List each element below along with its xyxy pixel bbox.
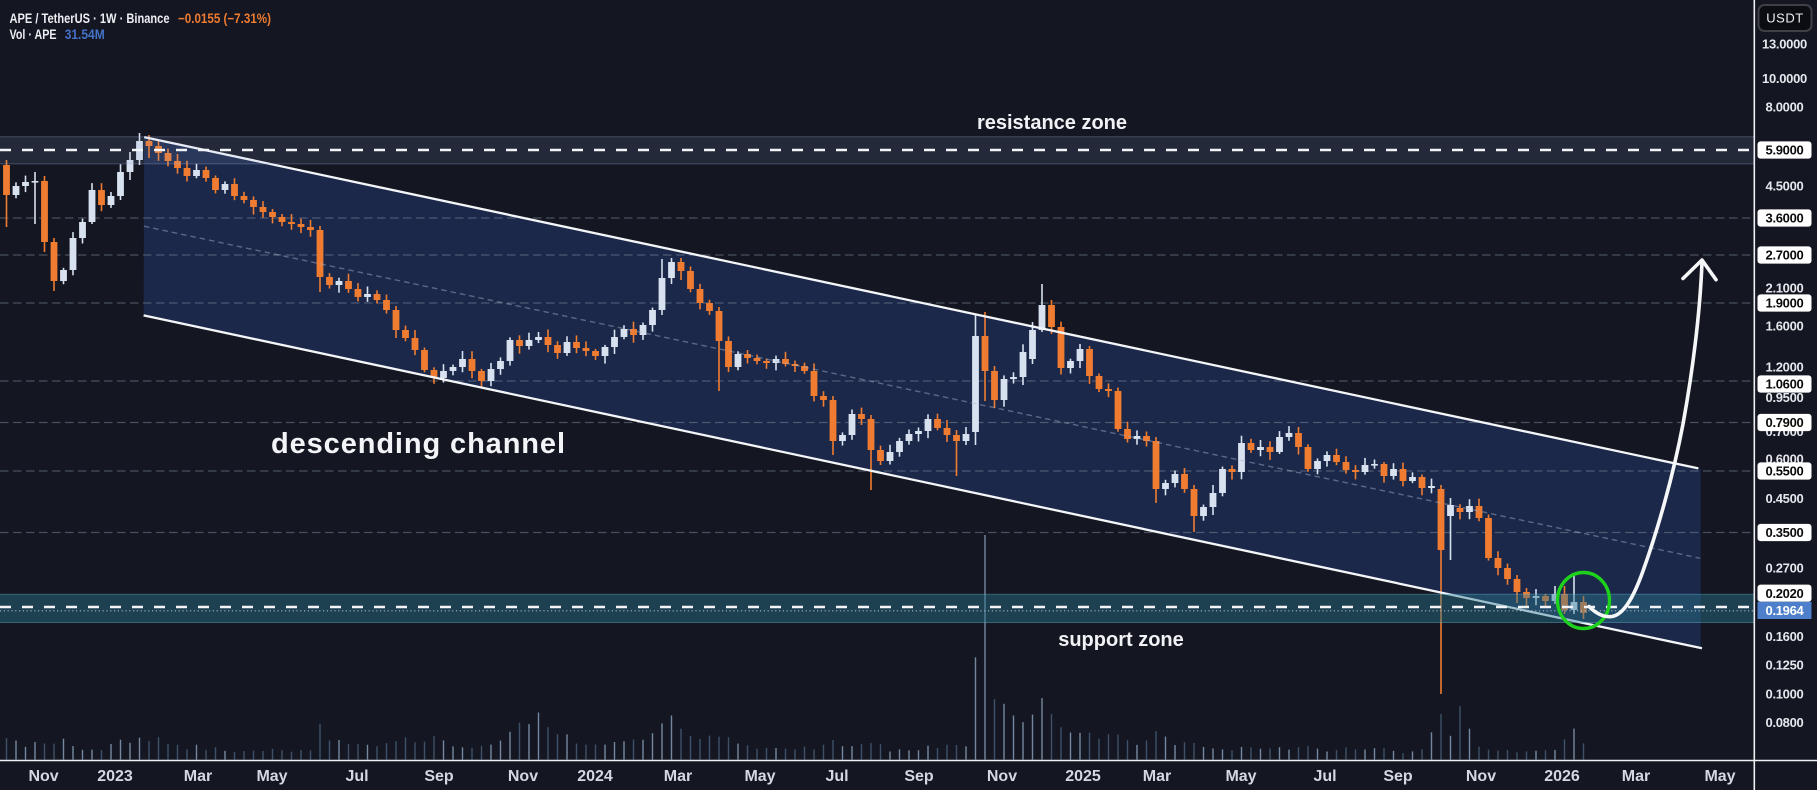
- svg-text:Vol · APE: Vol · APE: [10, 27, 57, 42]
- svg-text:May: May: [744, 768, 775, 785]
- svg-text:0.0800: 0.0800: [1766, 715, 1804, 730]
- svg-text:Mar: Mar: [1622, 768, 1650, 785]
- svg-text:8.0000: 8.0000: [1766, 100, 1804, 115]
- svg-text:Mar: Mar: [664, 768, 692, 785]
- svg-text:0.4500: 0.4500: [1766, 491, 1804, 506]
- svg-text:resistance zone: resistance zone: [977, 112, 1127, 134]
- svg-text:0.1964: 0.1964: [1766, 603, 1805, 618]
- svg-text:support zone: support zone: [1058, 629, 1184, 651]
- svg-text:May: May: [1225, 768, 1256, 785]
- svg-text:0.2020: 0.2020: [1766, 586, 1804, 601]
- svg-text:0.3500: 0.3500: [1766, 525, 1804, 540]
- svg-text:Jul: Jul: [825, 768, 848, 785]
- svg-text:5.9000: 5.9000: [1766, 143, 1804, 158]
- svg-text:3.6000: 3.6000: [1766, 211, 1804, 226]
- svg-text:Mar: Mar: [184, 768, 212, 785]
- svg-text:APE / TetherUS · 1W · Binance: APE / TetherUS · 1W · Binance: [10, 11, 170, 26]
- svg-text:31.54M: 31.54M: [65, 27, 105, 42]
- svg-text:1.9000: 1.9000: [1766, 296, 1804, 311]
- svg-text:0.2700: 0.2700: [1766, 561, 1804, 576]
- svg-text:13.0000: 13.0000: [1762, 37, 1807, 52]
- svg-text:1.6000: 1.6000: [1766, 319, 1804, 334]
- svg-text:2.7000: 2.7000: [1766, 248, 1804, 263]
- svg-text:0.7900: 0.7900: [1766, 415, 1804, 430]
- svg-text:0.9500: 0.9500: [1766, 390, 1804, 405]
- svg-text:Jul: Jul: [1313, 768, 1336, 785]
- svg-text:Nov: Nov: [28, 768, 58, 785]
- svg-text:0.1600: 0.1600: [1766, 629, 1804, 644]
- svg-text:2.1000: 2.1000: [1766, 281, 1804, 296]
- svg-text:10.0000: 10.0000: [1762, 71, 1807, 86]
- svg-text:Sep: Sep: [1383, 768, 1413, 785]
- svg-text:Mar: Mar: [1143, 768, 1171, 785]
- svg-text:Nov: Nov: [987, 768, 1017, 785]
- svg-text:2023: 2023: [97, 768, 133, 785]
- svg-text:Nov: Nov: [508, 768, 538, 785]
- svg-text:descending channel: descending channel: [271, 428, 565, 460]
- svg-text:May: May: [256, 768, 287, 785]
- svg-text:Jul: Jul: [345, 768, 368, 785]
- svg-text:0.1250: 0.1250: [1766, 658, 1804, 673]
- svg-text:4.5000: 4.5000: [1766, 179, 1804, 194]
- svg-text:2024: 2024: [577, 768, 613, 785]
- svg-text:2026: 2026: [1544, 768, 1580, 785]
- svg-text:1.0600: 1.0600: [1766, 377, 1804, 392]
- svg-text:1.2000: 1.2000: [1766, 360, 1804, 375]
- svg-text:USDT: USDT: [1766, 11, 1803, 26]
- svg-text:Sep: Sep: [424, 768, 454, 785]
- svg-text:0.1000: 0.1000: [1766, 687, 1804, 702]
- svg-text:May: May: [1704, 768, 1735, 785]
- svg-text:Sep: Sep: [904, 768, 934, 785]
- svg-text:−0.0155 (−7.31%): −0.0155 (−7.31%): [178, 11, 271, 26]
- svg-text:0.5500: 0.5500: [1766, 464, 1804, 479]
- svg-text:2025: 2025: [1065, 768, 1101, 785]
- svg-text:Nov: Nov: [1466, 768, 1496, 785]
